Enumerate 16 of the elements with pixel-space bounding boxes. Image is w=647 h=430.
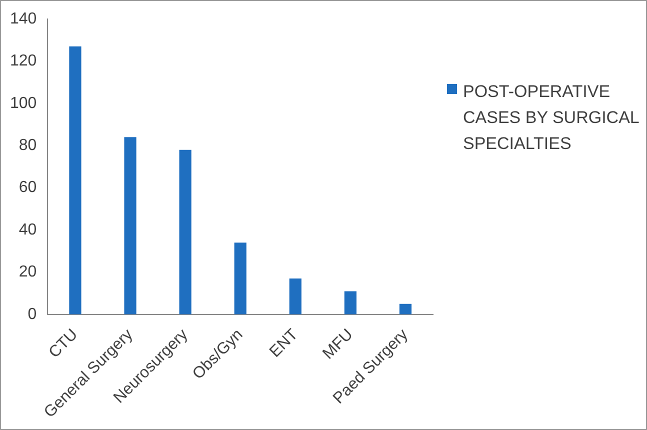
y-tick-label: 40 [18, 221, 37, 238]
bar [344, 291, 356, 314]
legend-label: POST-OPERATIVE CASES BY SURGICAL SPECIALTIES [463, 81, 640, 155]
bar [289, 278, 302, 314]
bar [179, 150, 192, 314]
y-tick-label: 0 [28, 306, 37, 323]
bar [69, 46, 82, 314]
y-tick-label: 120 [10, 52, 37, 70]
bar [234, 242, 246, 314]
y-tick-label: 80 [18, 137, 37, 154]
y-tick-label: 60 [18, 179, 37, 196]
bar [399, 304, 412, 314]
y-tick-label: 140 [10, 10, 37, 28]
bar [124, 137, 136, 314]
y-tick-label: 100 [10, 94, 37, 112]
y-tick-label: 20 [18, 264, 37, 281]
